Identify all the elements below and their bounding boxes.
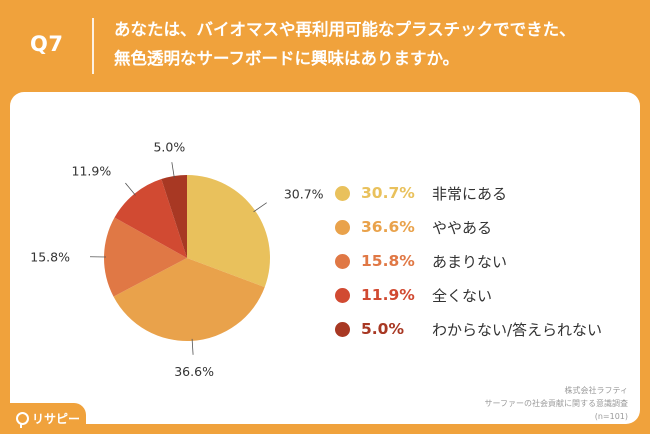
source-company: 株式会社ラフティ [564, 386, 628, 395]
pie-slice [187, 175, 270, 288]
source-sample-size: (n=101) [594, 412, 628, 421]
pie-slice [114, 179, 187, 258]
legend-label: 全くない [432, 286, 493, 305]
pie-leader-line [253, 202, 267, 213]
question-line-1: あなたは、バイオマスや再利用可能なプラスチックでできた、 [114, 20, 576, 39]
source-survey: サーファーの社会貢献に関する意識調査 [484, 399, 628, 408]
legend-swatch [335, 185, 350, 201]
legend-swatch [335, 253, 350, 269]
legend-item: 11.9% 全くない [335, 278, 492, 312]
legend-item: 36.6% ややある [335, 210, 492, 244]
question-text: あなたは、バイオマスや再利用可能なプラスチックでできた、 無色透明なサーフボード… [114, 15, 634, 73]
legend-value: 15.8% [361, 252, 415, 270]
legend-label: あまりない [432, 252, 508, 271]
legend-swatch [335, 287, 350, 303]
legend-value: 36.6% [361, 218, 415, 236]
pie-data-label: 11.9% [72, 164, 112, 179]
pie-slice [161, 175, 187, 258]
risapi-logo-icon [16, 412, 29, 428]
legend-value: 30.7% [361, 184, 415, 202]
pie-data-label: 15.8% [30, 250, 70, 265]
header: Q7 あなたは、バイオマスや再利用可能なプラスチックでできた、 無色透明なサーフ… [0, 0, 650, 92]
legend-value: 11.9% [361, 286, 415, 304]
legend-item: 5.0% わからない/答えられない [335, 312, 602, 346]
legend-swatch [335, 219, 350, 235]
pie-leader-line [191, 338, 194, 355]
legend-swatch [335, 321, 350, 337]
pie-slice [104, 217, 187, 297]
legend-item: 30.7% 非常にある [335, 176, 507, 210]
question-number: Q7 [30, 32, 64, 56]
header-divider [92, 18, 94, 74]
brand-logo-text: リサピー [32, 412, 81, 426]
pie-leader-line [171, 162, 175, 179]
legend-label: 非常にある [432, 184, 508, 203]
legend-value: 5.0% [361, 320, 404, 338]
pie-data-label: 5.0% [153, 139, 185, 154]
legend-label: ややある [432, 218, 493, 237]
pie-leader-line [125, 182, 136, 196]
question-line-2: 無色透明なサーフボードに興味はありますか。 [114, 49, 460, 68]
legend-item: 15.8% あまりない [335, 244, 507, 278]
pie-data-label: 36.6% [174, 364, 214, 379]
pie-data-label: 30.7% [284, 187, 324, 202]
pie-slice [113, 258, 265, 341]
legend-label: わからない/答えられない [432, 320, 603, 339]
legend: 30.7% 非常にある 36.6% ややある 15.8% あまりない 11.9%… [335, 176, 602, 346]
source-note: 株式会社ラフティ サーファーの社会貢献に関する意識調査 (n=101) [484, 384, 628, 423]
brand-logo: リサピー [10, 403, 86, 434]
